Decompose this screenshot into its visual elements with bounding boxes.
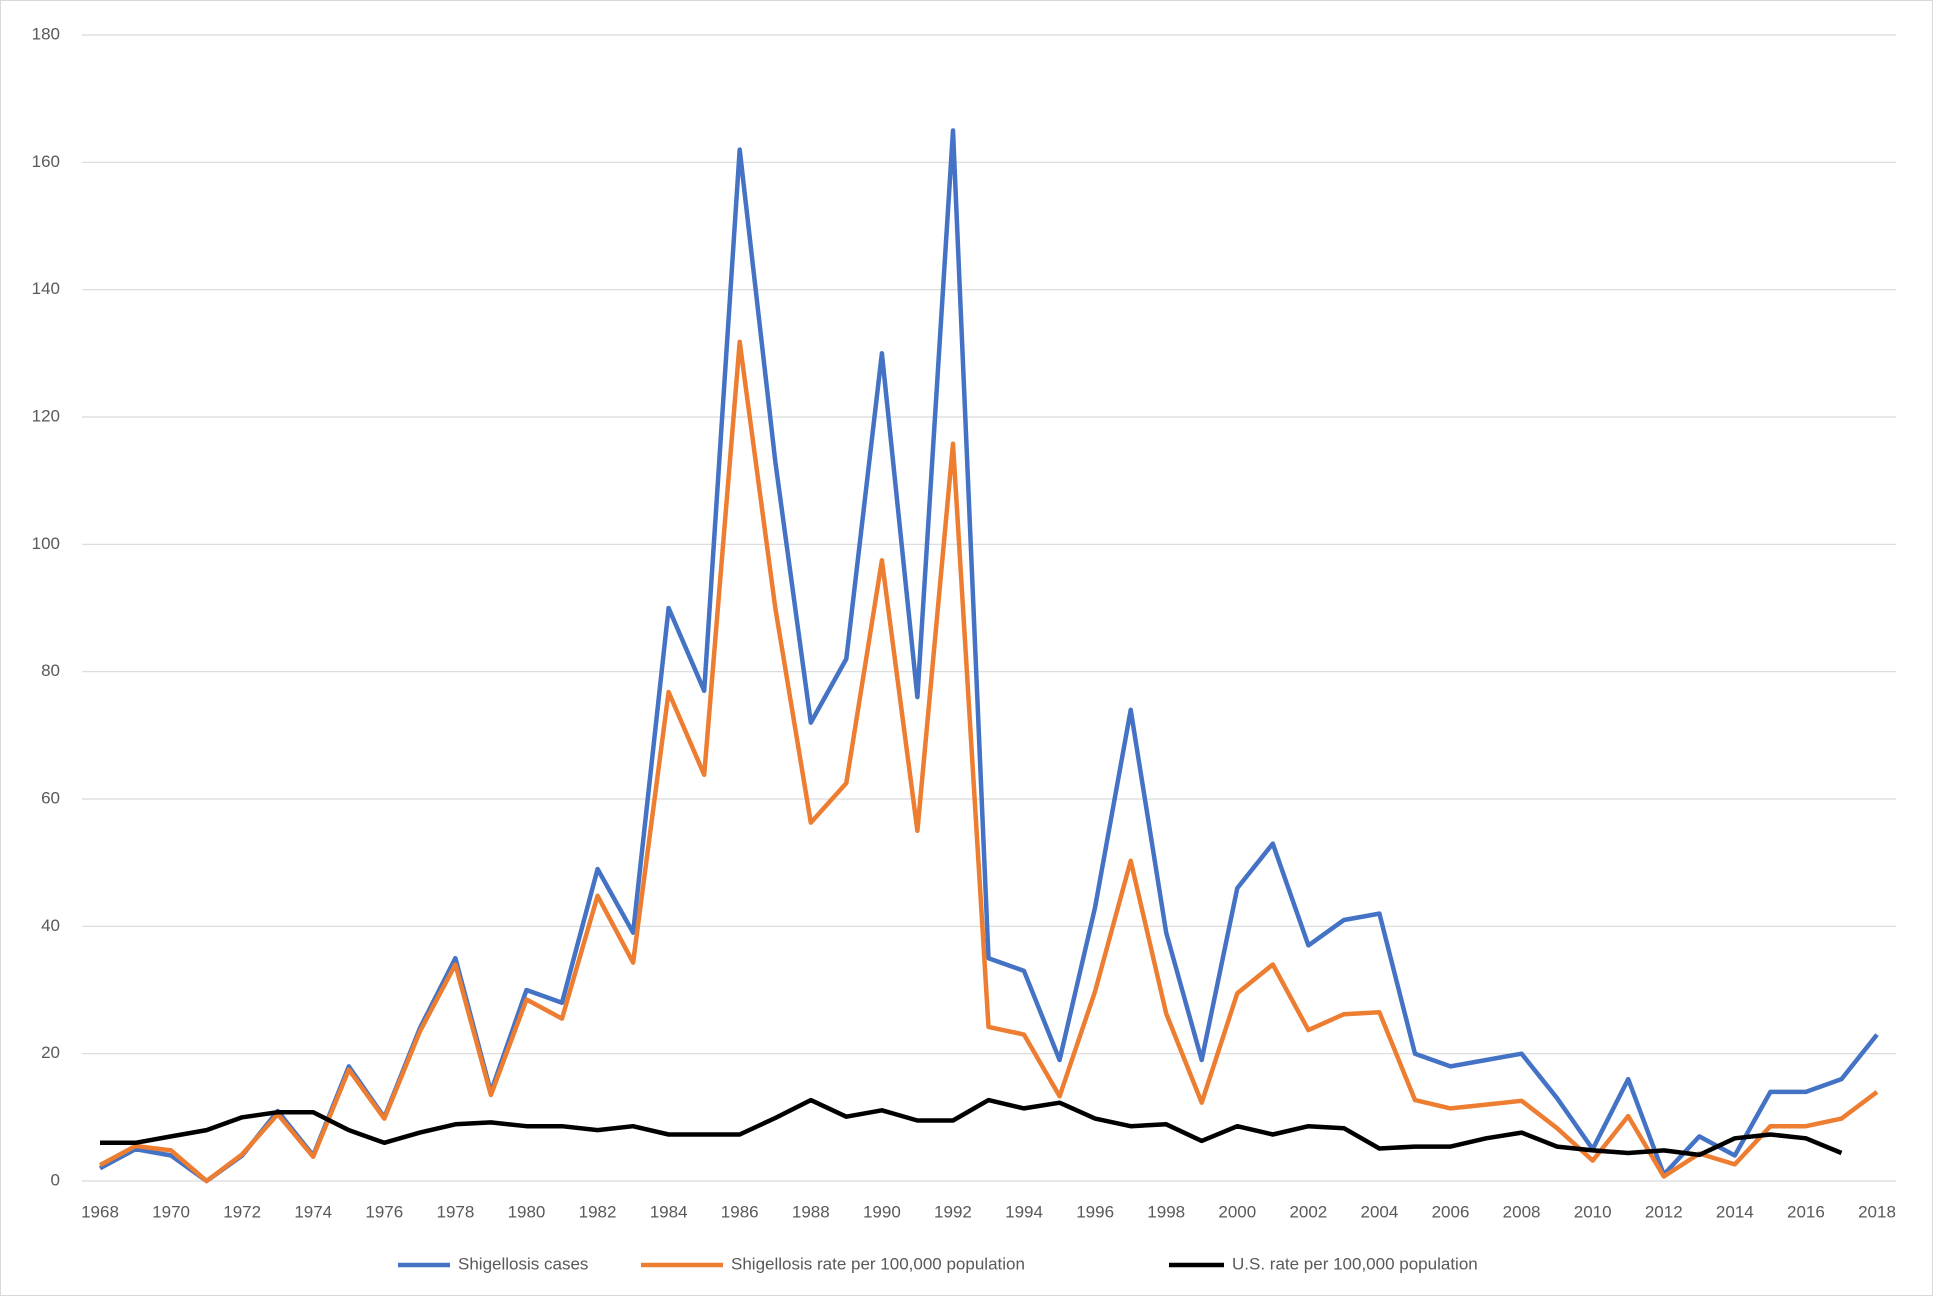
- x-tick-label: 2004: [1361, 1202, 1399, 1221]
- x-tick-label: 1992: [934, 1202, 972, 1221]
- x-tick-label: 1972: [223, 1202, 261, 1221]
- x-tick-label: 1982: [579, 1202, 617, 1221]
- y-tick-label: 100: [32, 534, 60, 553]
- legend-label: U.S. rate per 100,000 population: [1232, 1254, 1478, 1273]
- y-tick-label: 20: [41, 1043, 60, 1062]
- y-tick-label: 140: [32, 279, 60, 298]
- x-tick-label: 1994: [1005, 1202, 1043, 1221]
- x-tick-label: 1998: [1147, 1202, 1185, 1221]
- y-tick-label: 0: [51, 1170, 60, 1189]
- x-tick-label: 1970: [152, 1202, 190, 1221]
- x-tick-label: 2016: [1787, 1202, 1825, 1221]
- x-tick-label: 1978: [436, 1202, 474, 1221]
- x-tick-label: 2002: [1289, 1202, 1327, 1221]
- x-tick-label: 2018: [1858, 1202, 1896, 1221]
- y-tick-label: 120: [32, 406, 60, 425]
- x-tick-label: 1996: [1076, 1202, 1114, 1221]
- x-tick-label: 2006: [1432, 1202, 1470, 1221]
- x-tick-label: 2014: [1716, 1202, 1754, 1221]
- x-tick-label: 1990: [863, 1202, 901, 1221]
- y-tick-label: 80: [41, 661, 60, 680]
- x-tick-label: 1968: [81, 1202, 119, 1221]
- legend-label: Shigellosis cases: [458, 1254, 588, 1273]
- x-tick-label: 2008: [1503, 1202, 1541, 1221]
- x-tick-label: 2012: [1645, 1202, 1683, 1221]
- x-tick-label: 1988: [792, 1202, 830, 1221]
- y-tick-label: 40: [41, 916, 60, 935]
- legend-label: Shigellosis rate per 100,000 population: [731, 1254, 1025, 1273]
- x-tick-label: 1976: [365, 1202, 403, 1221]
- x-tick-label: 2000: [1218, 1202, 1256, 1221]
- y-tick-label: 160: [32, 152, 60, 171]
- x-tick-label: 1974: [294, 1202, 332, 1221]
- data-line: [100, 1097, 1843, 1158]
- x-tick-label: 1980: [508, 1202, 546, 1221]
- x-tick-label: 1984: [650, 1202, 688, 1221]
- x-tick-label: 2010: [1574, 1202, 1612, 1221]
- x-tick-label: 1986: [721, 1202, 759, 1221]
- y-tick-label: 180: [32, 24, 60, 43]
- y-tick-label: 60: [41, 788, 60, 807]
